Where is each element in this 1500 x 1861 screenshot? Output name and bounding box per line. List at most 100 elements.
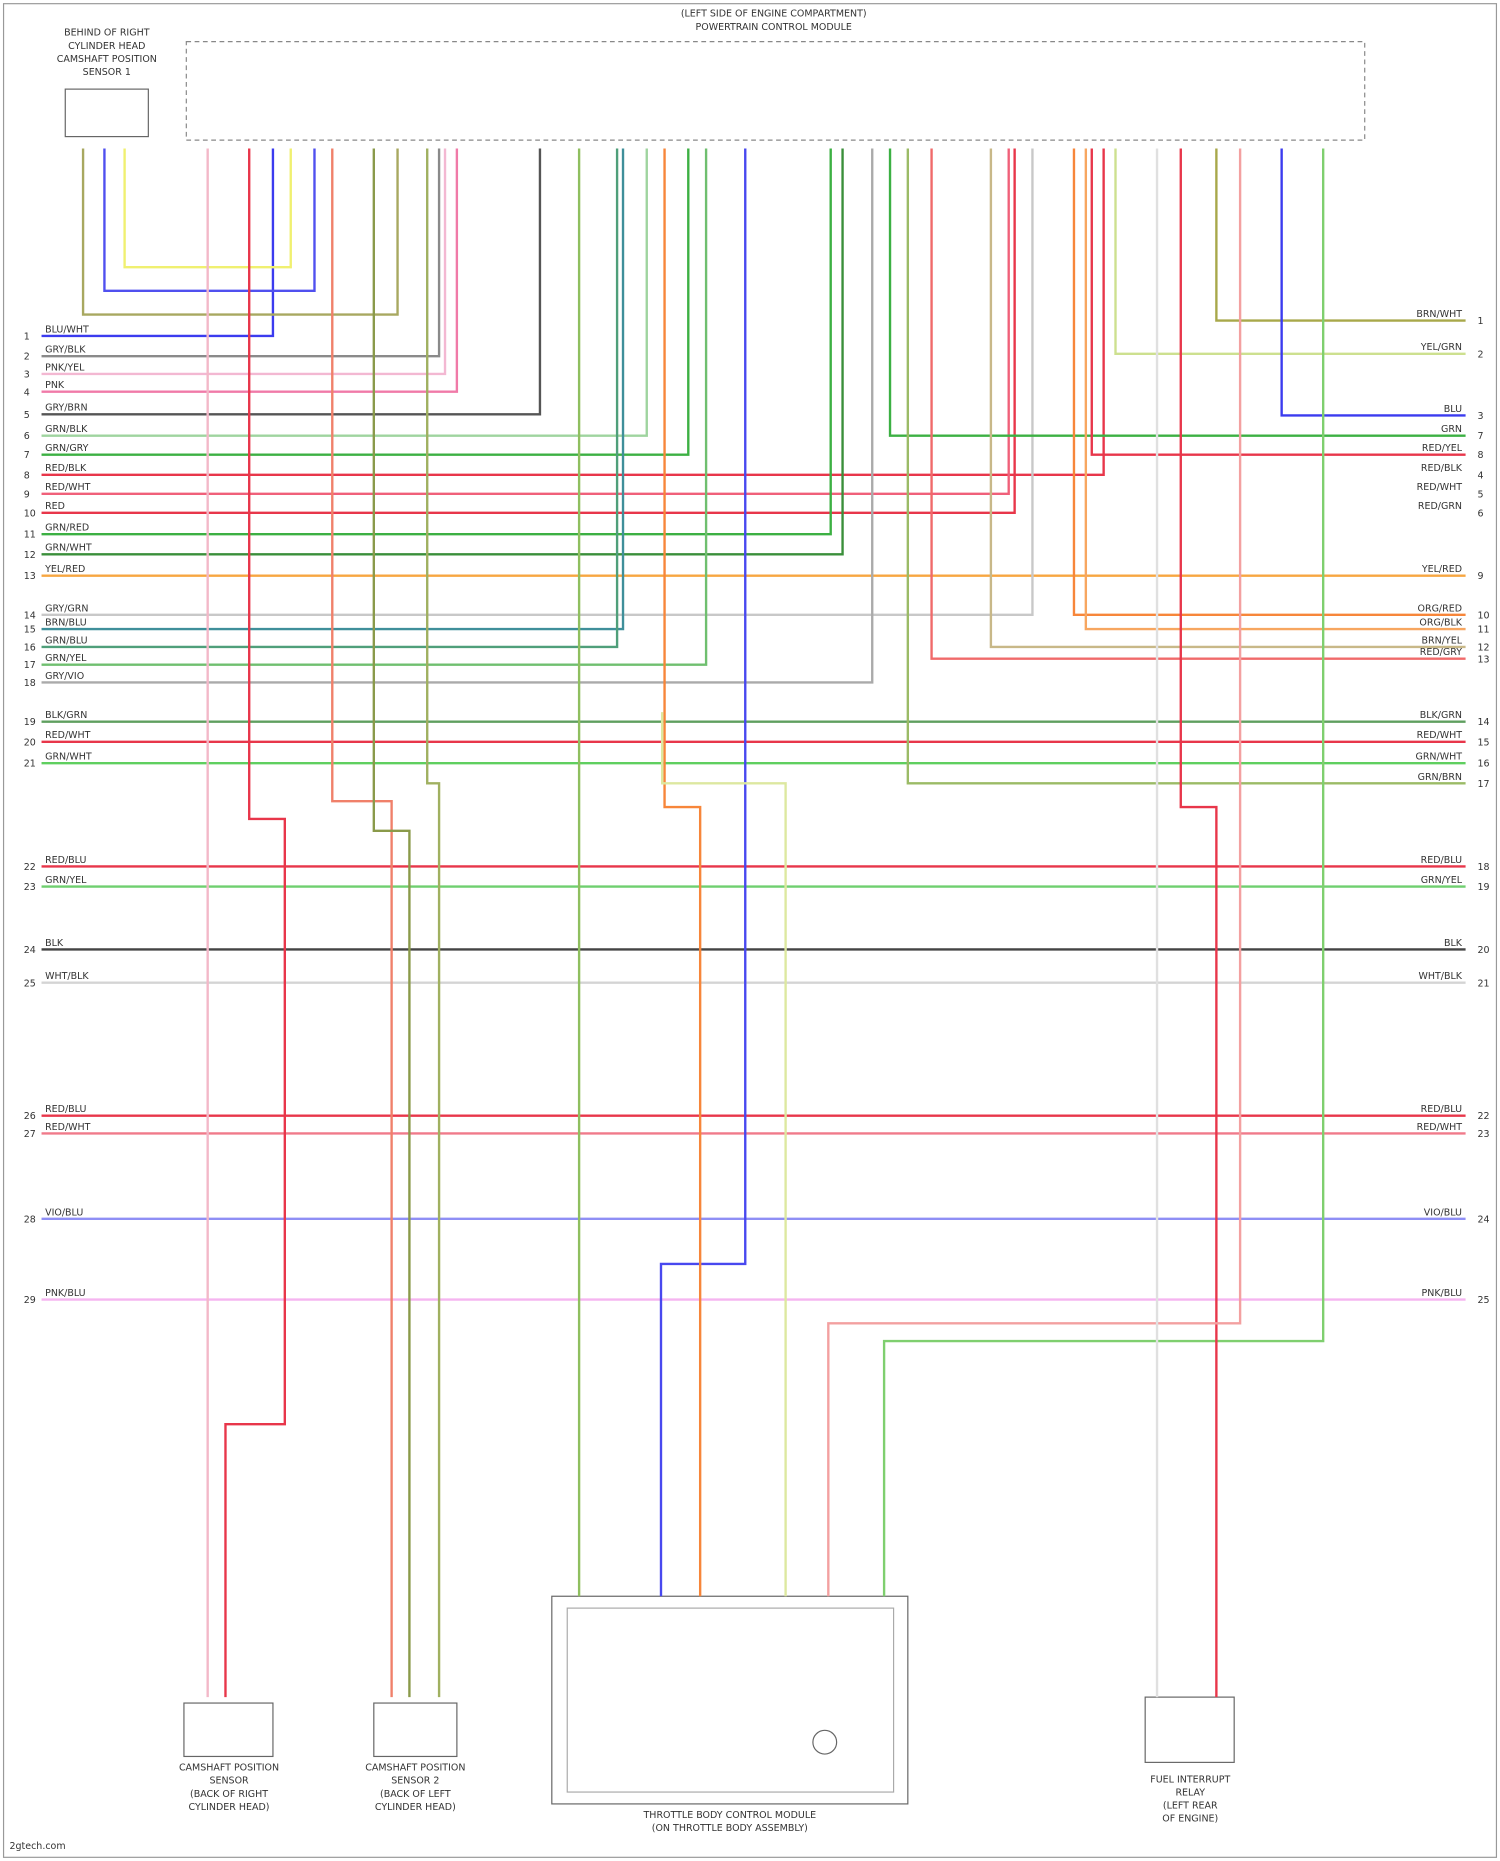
wire: [41, 148, 1010, 495]
pin-number: 16: [24, 642, 36, 653]
wire: [41, 148, 844, 556]
wire-label: ORG/BLK: [1419, 618, 1462, 629]
wire: [1072, 148, 1466, 617]
pin-number: 11: [1477, 625, 1489, 636]
wire: [41, 148, 874, 684]
pin-number: 6: [24, 431, 30, 442]
wire-label: GRN/BLU: [45, 635, 88, 646]
pin-number: 29: [24, 1295, 36, 1306]
pin-number: 9: [24, 489, 30, 500]
wire-label: RED/WHT: [45, 482, 91, 493]
pin-number: 16: [1477, 759, 1489, 770]
wire: [41, 148, 625, 631]
pin-number: 17: [24, 660, 36, 671]
pin-number: 24: [24, 945, 36, 956]
wire-label: VIO/BLU: [45, 1207, 83, 1218]
component-label: SENSOR: [209, 1776, 249, 1787]
wire: [41, 148, 1034, 617]
wire-label: GRN/YEL: [45, 653, 87, 664]
component-label: SENSOR 1: [83, 67, 131, 78]
wire: [1179, 148, 1218, 1698]
pin-number: 23: [24, 882, 36, 893]
wire-label: BLK/GRN: [45, 710, 87, 721]
wire: [41, 148, 459, 393]
pin-number: 14: [1477, 717, 1489, 728]
pin-number: 20: [24, 737, 36, 748]
sensor-box: [373, 1702, 458, 1758]
wire: [660, 712, 787, 1597]
wire-label: GRY/GRN: [45, 603, 88, 614]
wire-label: BLU/WHT: [45, 324, 89, 335]
relay-box: [1144, 1696, 1235, 1763]
pin-number: 28: [24, 1214, 36, 1225]
wire-label: YEL/RED: [1421, 564, 1462, 575]
pin-number: 12: [24, 550, 36, 561]
wire-label: PNK: [45, 380, 65, 391]
wire-label: GRN/YEL: [1421, 875, 1463, 886]
pin-number: 22: [24, 862, 36, 873]
pin-number: 8: [1477, 450, 1483, 461]
wire-label: RED/BLU: [45, 1104, 86, 1115]
wire-label: RED/BLK: [1421, 463, 1463, 474]
wire: [888, 148, 1466, 437]
pin-number: 22: [1477, 1111, 1489, 1122]
pin-number: 21: [24, 759, 36, 770]
pin-number: 25: [1477, 1295, 1489, 1306]
wire-label: RED/WHT: [1417, 730, 1463, 741]
throttle-inner: [566, 1607, 895, 1793]
frame: [2, 3, 1498, 1858]
pin-number: 24: [1477, 1214, 1489, 1225]
pin-number: 3: [1477, 411, 1483, 422]
wire-label: GRN/BLK: [45, 424, 88, 435]
wire-label: GRN/WHT: [1415, 752, 1462, 763]
wire-label: WHT/BLK: [45, 971, 89, 982]
wire-label: RED/WHT: [1417, 482, 1463, 493]
wire-label: PNK/BLU: [1422, 1288, 1463, 1299]
sensor-box: [183, 1702, 274, 1758]
wire: [41, 148, 275, 338]
wire-label: YEL/GRN: [1420, 342, 1462, 353]
pin-number: 15: [1477, 737, 1489, 748]
wire-label: GRN/YEL: [45, 875, 87, 886]
ecm-title: POWERTRAIN CONTROL MODULE: [696, 22, 852, 33]
ecm-title: (LEFT SIDE OF ENGINE COMPARTMENT): [681, 9, 867, 20]
wire: [41, 148, 1105, 476]
component-label: FUEL INTERRUPT: [1150, 1775, 1230, 1786]
wire-label: GRN/BRN: [1418, 772, 1462, 783]
wire: [1280, 148, 1466, 417]
wire: [1090, 148, 1466, 456]
component-label: CYLINDER HEAD): [189, 1802, 270, 1813]
component-label: OF ENGINE): [1162, 1814, 1218, 1825]
wire-label: GRN/RED: [45, 523, 89, 534]
wire-label: RED/WHT: [45, 730, 91, 741]
wire: [930, 148, 1466, 660]
wire: [989, 148, 1466, 649]
wire: [41, 148, 708, 666]
component-label: THROTTLE BODY CONTROL MODULE: [643, 1810, 817, 1821]
pin-number: 7: [1477, 431, 1483, 442]
component-label: RELAY: [1175, 1788, 1205, 1799]
wire: [1114, 148, 1466, 355]
pin-number: 14: [24, 610, 36, 621]
pin-number: 8: [24, 470, 30, 481]
pin-number: 15: [24, 625, 36, 636]
wire-label: RED/WHT: [45, 1122, 91, 1133]
sensor-box: [64, 88, 149, 138]
component-label: (BACK OF RIGHT: [190, 1789, 268, 1800]
wire-label: RED/BLU: [45, 855, 86, 866]
wire-label: PNK/YEL: [45, 362, 85, 373]
wire-label: GRN/GRY: [45, 443, 89, 454]
wire-label: RED/GRY: [1420, 647, 1462, 658]
wire-label: WHT/BLK: [1419, 971, 1463, 982]
pin-number: 13: [1477, 654, 1489, 665]
wire-label: RED/BLU: [1421, 855, 1462, 866]
pin-number: 11: [24, 530, 36, 541]
component-label: CAMSHAFT POSITION: [179, 1763, 279, 1774]
wire-label: BRN/BLU: [45, 618, 87, 629]
pin-number: 21: [1477, 978, 1489, 989]
pin-number: 10: [1477, 610, 1489, 621]
wire-label: RED/YEL: [1422, 443, 1463, 454]
wire: [906, 148, 1466, 785]
pin-number: 6: [1477, 508, 1483, 519]
